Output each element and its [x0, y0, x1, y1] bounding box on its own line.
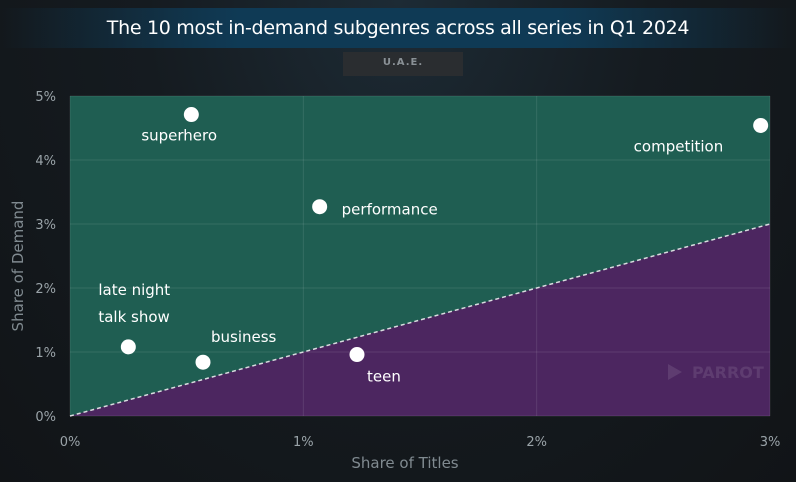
data-point-label: teen	[367, 368, 401, 386]
data-point	[753, 117, 769, 133]
region-badge: U.A.E.	[343, 52, 463, 76]
data-point	[120, 339, 136, 355]
y-tick-label: 0%	[35, 410, 56, 425]
x-tick-label: 2%	[526, 435, 547, 450]
y-tick-label: 1%	[35, 346, 56, 361]
data-point	[349, 347, 365, 363]
data-point-label: superhero	[141, 127, 217, 145]
y-tick-label: 2%	[35, 282, 56, 297]
data-point-label-line: teen	[367, 368, 401, 386]
data-point-label: business	[211, 328, 277, 346]
x-tick-label: 3%	[760, 435, 781, 450]
plot-area: PARROT 0% 1% 2% 3% 0% 1% 2% 3% 4% 5% Share of Title…	[9, 90, 780, 472]
parity-line	[69, 223, 771, 417]
data-point-label-line: talk show	[98, 308, 169, 326]
data-point-label: late night talk show	[98, 281, 170, 326]
data-point	[312, 199, 328, 215]
x-axis-title: Share of Titles	[351, 454, 458, 472]
watermark-logo: PARROT	[692, 363, 764, 382]
watermark-icon	[668, 364, 682, 380]
data-point-label-line: late night	[98, 281, 170, 299]
y-tick-label: 5%	[35, 90, 56, 105]
data-point-label: competition	[634, 137, 724, 155]
y-tick-label: 4%	[35, 154, 56, 169]
data-point-label-line: superhero	[141, 127, 217, 145]
title-banner	[0, 8, 796, 48]
data-point-label-line: business	[211, 328, 277, 346]
data-point	[183, 107, 199, 123]
data-point-label-line: performance	[342, 201, 438, 219]
data-point	[195, 354, 211, 370]
x-tick-label: 1%	[293, 435, 314, 450]
chart-title: The 10 most in-demand subgenres across a…	[106, 17, 690, 39]
y-axis-title: Share of Demand	[9, 201, 27, 332]
data-point-label: performance	[342, 201, 438, 219]
region-below-parity	[70, 224, 770, 416]
data-point-label-line: competition	[634, 137, 724, 155]
x-tick-label: 0%	[60, 435, 81, 450]
y-tick-label: 3%	[35, 218, 56, 233]
